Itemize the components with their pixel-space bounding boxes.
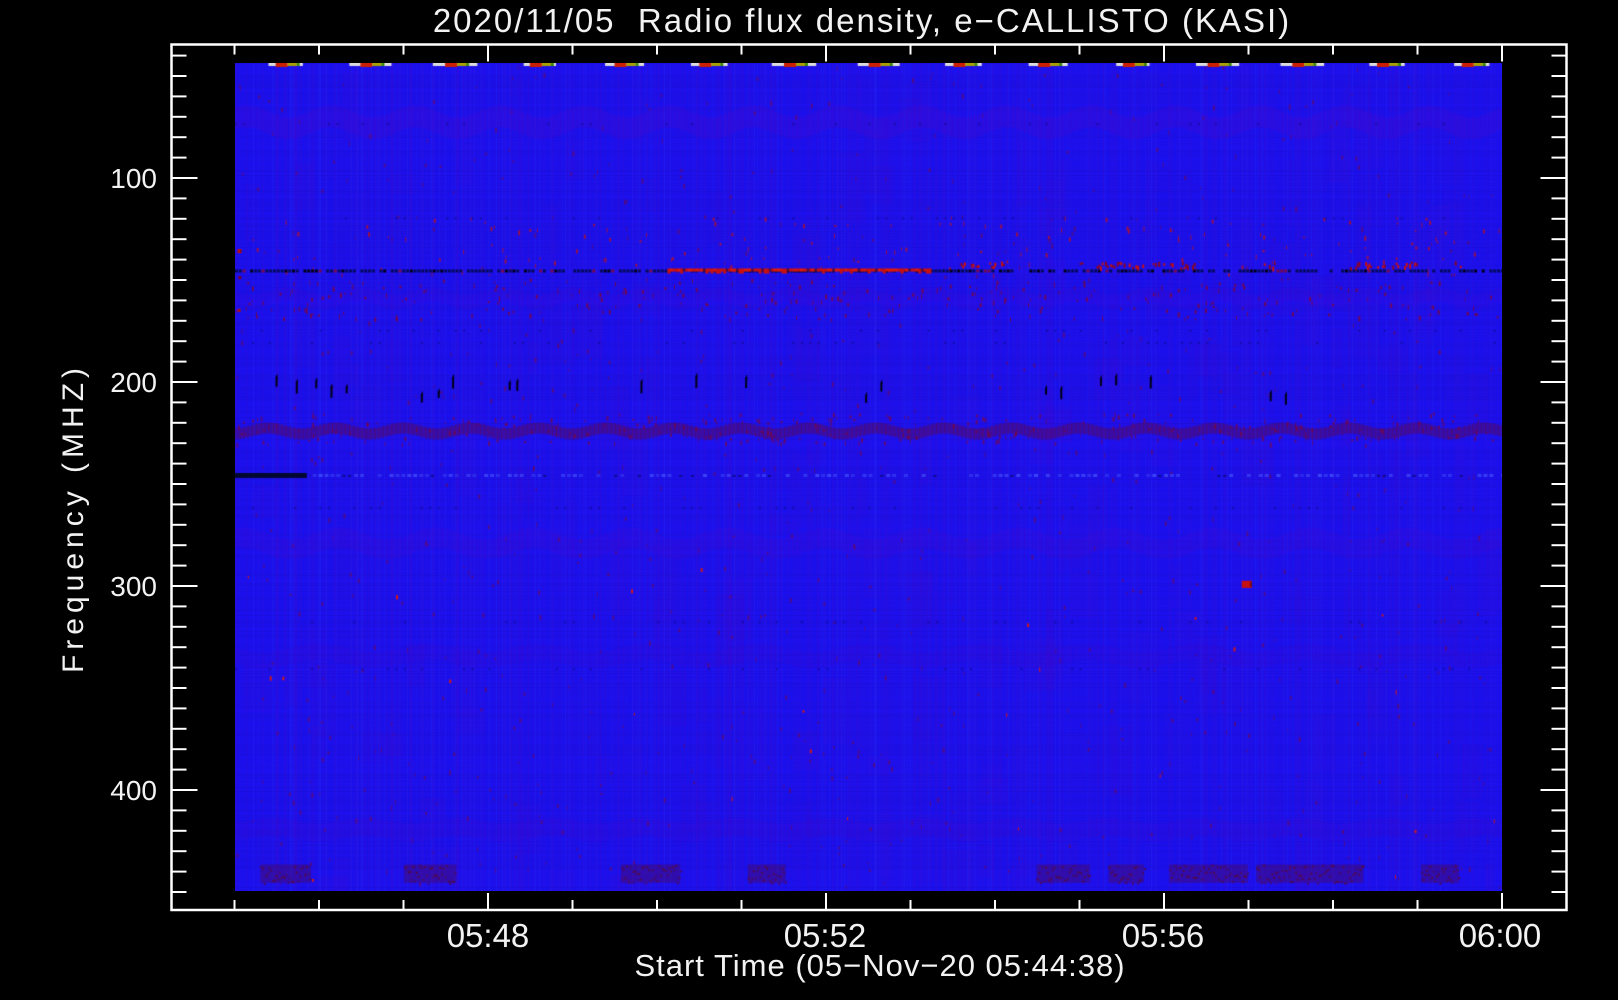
y-tick-label: 100 xyxy=(110,163,157,194)
x-axis-title: Start Time (05−Nov−20 05:44:38) xyxy=(634,948,1126,983)
y-tick-label: 400 xyxy=(110,775,157,806)
plot-title: 2020/11/05 Radio flux density, e−CALLIST… xyxy=(432,2,1292,39)
x-tick-label: 05:56 xyxy=(1121,917,1205,954)
x-tick-label: 06:00 xyxy=(1458,917,1542,954)
x-tick-label: 05:48 xyxy=(446,917,530,954)
y-tick-label: 200 xyxy=(110,367,157,398)
y-tick-label: 300 xyxy=(110,571,157,602)
y-axis-title: Frequency (MHZ) xyxy=(57,362,90,674)
spectrogram-canvas xyxy=(235,63,1502,891)
x-tick-label: 05:52 xyxy=(783,917,867,954)
